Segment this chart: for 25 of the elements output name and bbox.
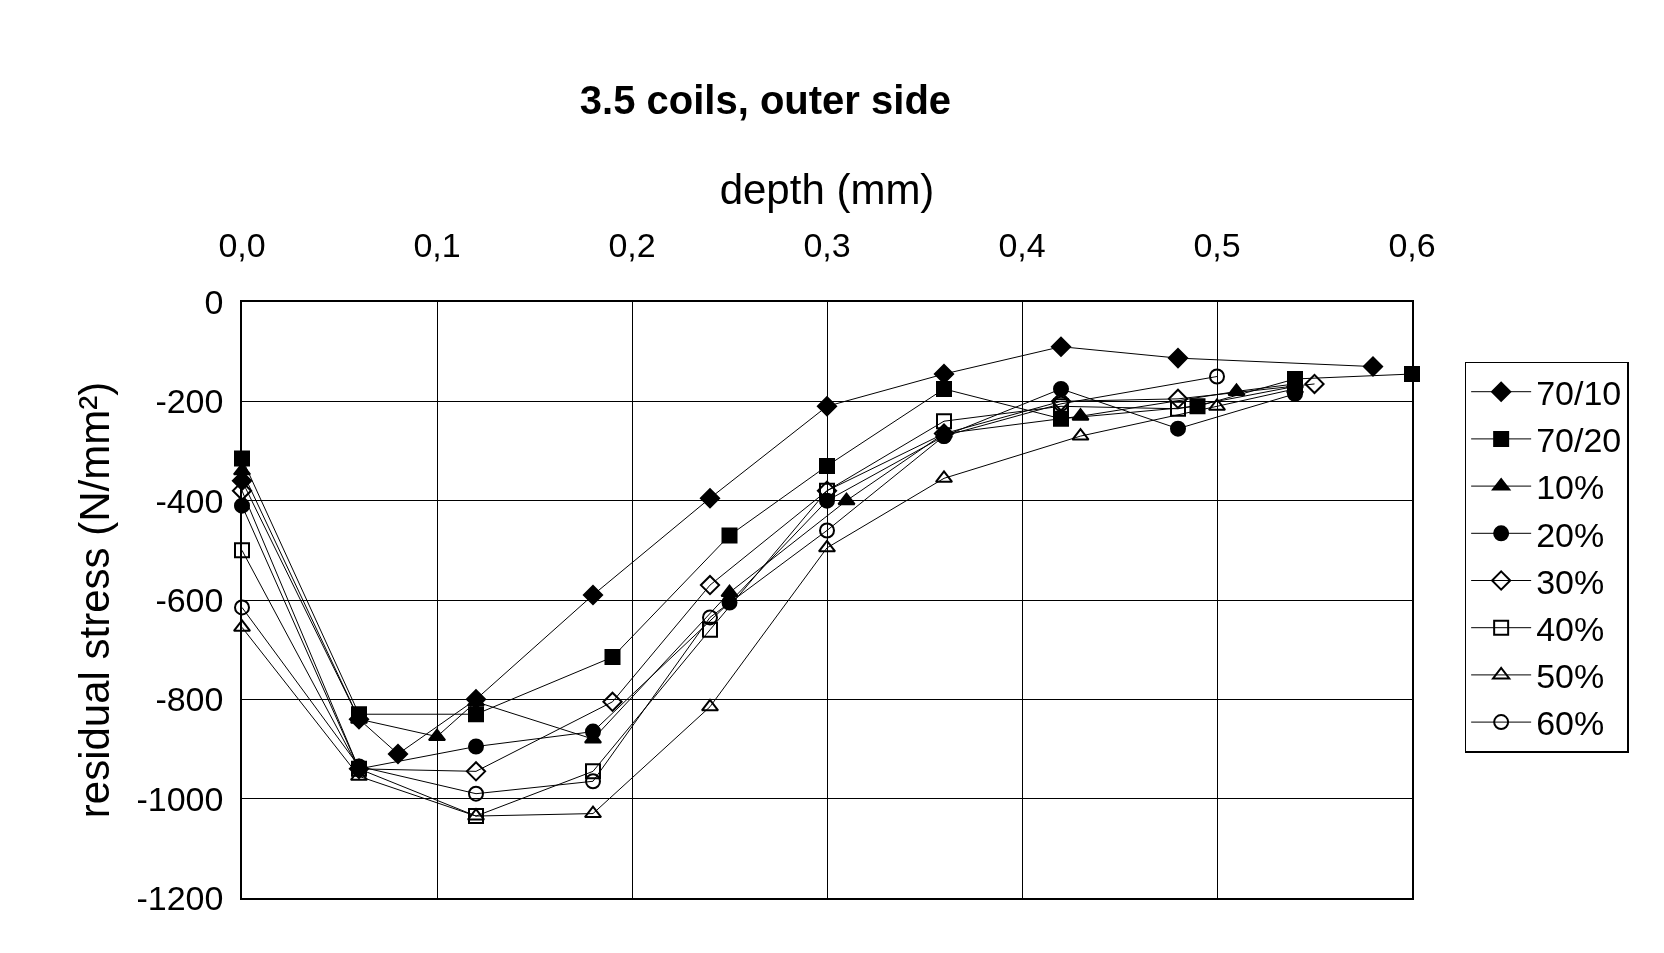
x-axis-title: depth (mm) — [719, 165, 935, 213]
legend-label: 60% — [1536, 704, 1605, 743]
legend-label: 20% — [1536, 515, 1605, 554]
y-tick-label: -1200 — [136, 878, 224, 917]
x-tick-label: 0,6 — [1388, 225, 1436, 264]
chart-title: 3.5 coils, outer side — [579, 78, 952, 123]
legend-label: 30% — [1536, 562, 1605, 601]
x-tick-label: 0,4 — [998, 225, 1046, 264]
y-tick-label: -600 — [155, 580, 224, 619]
legend-label: 40% — [1536, 609, 1605, 648]
x-tick-label: 0,1 — [413, 225, 461, 264]
y-axis-title: residual stress (N/mm²) — [70, 381, 118, 819]
x-tick-label: 0,5 — [1193, 225, 1241, 264]
x-tick-label: 0,3 — [803, 225, 851, 264]
legend-label: 70/10 — [1536, 373, 1622, 412]
y-tick-label: -400 — [155, 481, 224, 520]
y-tick-label: 0 — [204, 282, 224, 321]
x-tick-label: 0,2 — [608, 225, 656, 264]
x-tick-label: 0,0 — [218, 225, 266, 264]
y-tick-label: -800 — [155, 680, 224, 719]
y-tick-label: -200 — [155, 382, 224, 421]
legend-label: 10% — [1536, 468, 1605, 507]
legend-label: 70/20 — [1536, 421, 1622, 460]
legend-label: 50% — [1536, 657, 1605, 696]
y-tick-label: -1000 — [136, 779, 224, 818]
